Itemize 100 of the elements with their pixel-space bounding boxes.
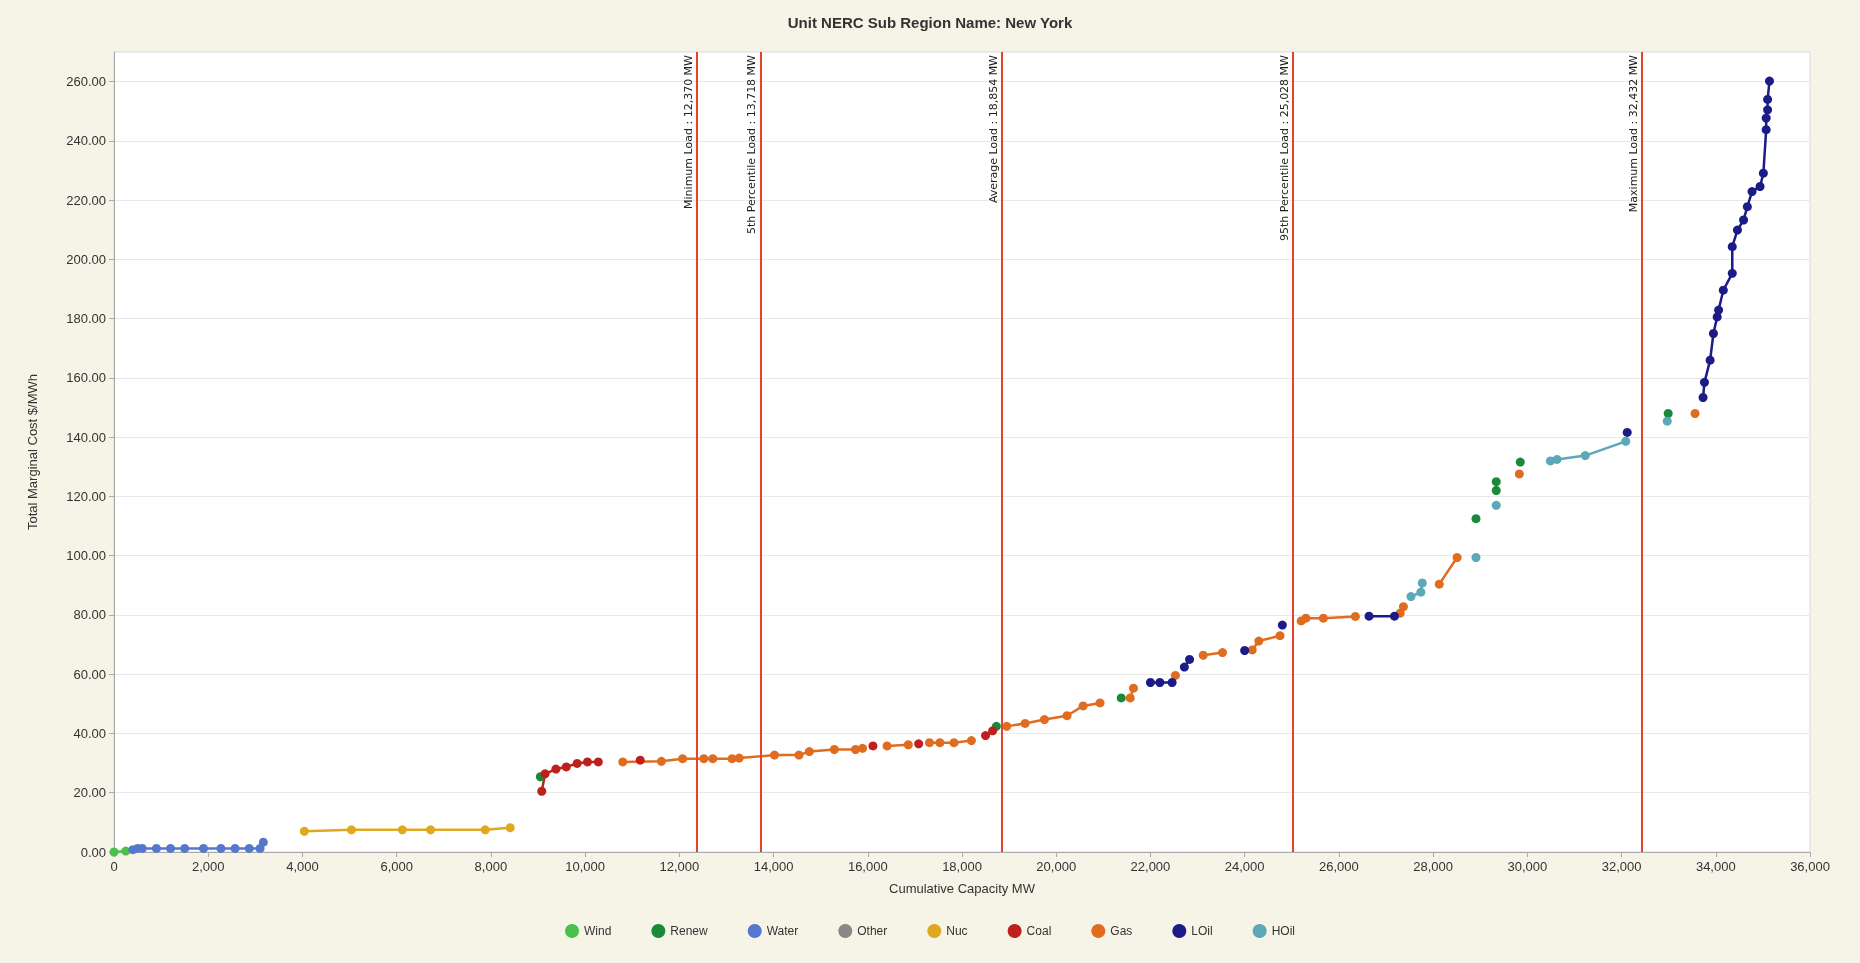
legend-label: Other	[857, 924, 888, 938]
point	[1062, 711, 1072, 721]
point	[1167, 678, 1177, 688]
point	[1247, 645, 1257, 655]
x-tick-label: 30,000	[1507, 859, 1548, 874]
point	[1128, 683, 1138, 693]
legend-label: Water	[766, 924, 799, 938]
point	[981, 731, 991, 741]
point	[1301, 613, 1311, 623]
x-tick-label: 16,000	[847, 859, 888, 874]
point	[346, 825, 356, 835]
point	[1145, 678, 1155, 688]
point	[480, 825, 490, 835]
point	[582, 757, 592, 767]
point	[1515, 457, 1525, 467]
point	[1198, 650, 1208, 660]
x-tick-label: 26,000	[1319, 859, 1359, 874]
y-axis-title: Total Marginal Cost $/MWh	[25, 373, 40, 531]
x-tick-label: 8,000	[474, 859, 508, 874]
point	[1705, 355, 1715, 365]
y-tick-label: 20.00	[73, 785, 106, 801]
point	[804, 747, 814, 757]
y-tick-label: 160.00	[66, 370, 106, 386]
point	[635, 755, 645, 765]
point	[551, 764, 561, 774]
point	[1471, 552, 1481, 562]
point	[1125, 693, 1135, 703]
point	[109, 847, 119, 857]
point	[151, 843, 161, 853]
point	[1708, 328, 1718, 338]
point	[1755, 182, 1765, 192]
point	[1763, 105, 1773, 115]
x-tick-label: 36,000	[1790, 859, 1830, 874]
x-tick-label: 12,000	[659, 859, 700, 874]
point	[949, 738, 959, 748]
point	[180, 843, 190, 853]
point	[593, 757, 603, 767]
point	[966, 736, 976, 746]
point	[1742, 202, 1752, 212]
point	[1727, 268, 1737, 278]
y-tick-label: 220.00	[66, 192, 106, 208]
point	[1218, 648, 1228, 658]
y-tick-label: 260.00	[66, 74, 106, 90]
point	[935, 738, 945, 748]
point	[1622, 427, 1632, 437]
point	[540, 769, 550, 779]
point	[1662, 416, 1672, 426]
point	[1416, 587, 1426, 597]
point	[678, 754, 688, 764]
point	[1491, 477, 1501, 487]
ref-line-label: 95th Percentile Load : 25,028 MW	[1278, 54, 1292, 241]
point	[1698, 392, 1708, 402]
point	[925, 738, 934, 748]
point	[882, 741, 892, 751]
point	[216, 843, 226, 853]
x-tick-label: 6,000	[380, 859, 413, 874]
point	[1350, 611, 1360, 621]
legend-label: Nuc	[946, 924, 968, 938]
point	[1417, 578, 1427, 588]
point	[1078, 701, 1088, 711]
legend-label: Coal	[1026, 924, 1052, 938]
point	[1039, 715, 1049, 725]
chart-title: Unit NERC Sub Region Name: New York	[787, 14, 1073, 31]
point	[1514, 469, 1524, 479]
point	[426, 825, 436, 835]
point	[794, 750, 804, 760]
point	[1318, 613, 1328, 623]
y-tick-label: 200.00	[66, 251, 106, 267]
point	[230, 843, 240, 853]
y-tick-label: 80.00	[73, 607, 106, 623]
point	[1690, 408, 1700, 418]
point	[244, 843, 254, 853]
point	[1277, 620, 1287, 630]
point	[988, 726, 998, 736]
point	[397, 825, 407, 835]
ref-line-label: 5th Percentile Load : 13,718 MW	[745, 54, 759, 234]
point	[1398, 602, 1408, 612]
x-tick-label: 0	[110, 859, 118, 874]
point	[572, 758, 582, 768]
point	[1758, 168, 1768, 178]
point	[1364, 611, 1374, 621]
point	[1254, 636, 1264, 646]
point	[1761, 113, 1771, 123]
point	[1747, 187, 1757, 197]
point	[1275, 631, 1285, 641]
x-tick-label: 34,000	[1695, 859, 1736, 874]
point	[561, 762, 571, 772]
point	[708, 754, 718, 764]
x-tick-label: 18,000	[942, 859, 982, 874]
point	[1491, 500, 1501, 510]
point	[1452, 552, 1462, 562]
y-tick-label: 240.00	[66, 133, 106, 149]
point	[770, 750, 779, 760]
x-tick-label: 20,000	[1036, 859, 1077, 874]
y-tick-label: 180.00	[66, 311, 106, 327]
x-tick-label: 2,000	[191, 859, 225, 874]
point	[1699, 377, 1709, 387]
point	[1727, 242, 1737, 252]
point	[1580, 451, 1590, 461]
x-tick-label: 24,000	[1224, 859, 1265, 874]
